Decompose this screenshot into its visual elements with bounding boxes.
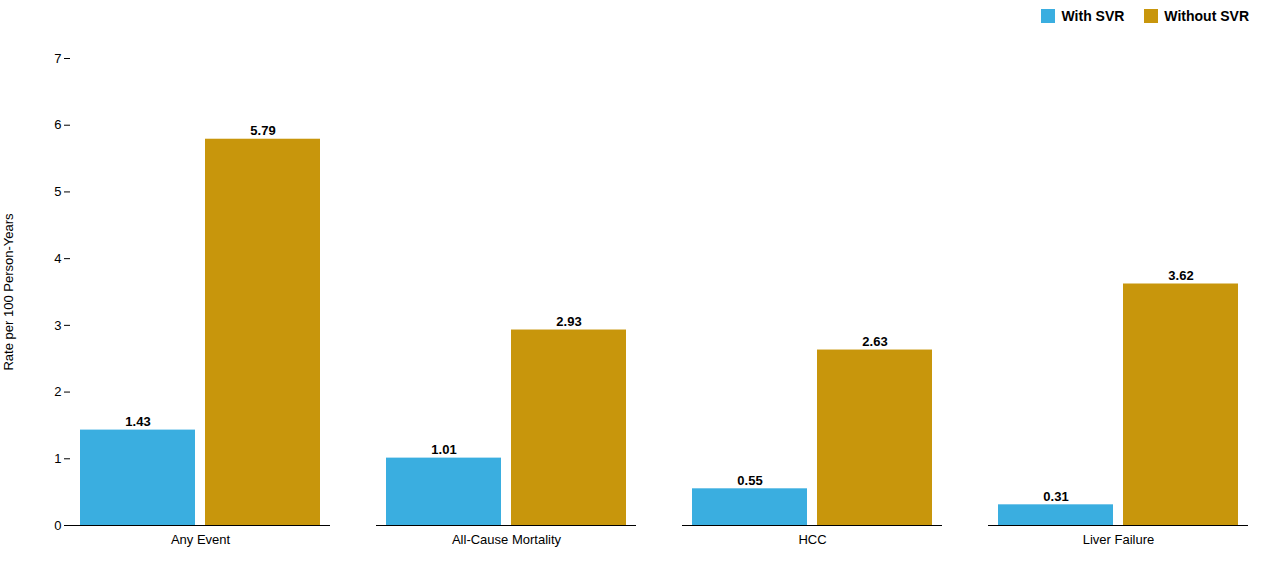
svg-text:Any Event: Any Event (171, 532, 231, 547)
svg-text:1.43: 1.43 (125, 414, 150, 429)
svg-text:2: 2 (54, 384, 61, 399)
svg-text:1.01: 1.01 (431, 442, 456, 457)
svg-text:2.93: 2.93 (556, 314, 581, 329)
svg-text:0.31: 0.31 (1043, 489, 1068, 504)
html-text:Without SVR: Without SVR (1164, 8, 1249, 24)
svg-text:2.63: 2.63 (862, 334, 887, 349)
svg-text:Rate per 100 Person-Years: Rate per 100 Person-Years (1, 213, 16, 371)
svg-text:1: 1 (54, 451, 61, 466)
svg-text:0.55: 0.55 (737, 473, 762, 488)
svg-text:All-Cause Mortality: All-Cause Mortality (452, 532, 562, 547)
svg-text:0: 0 (54, 518, 61, 533)
svg-text:5.79: 5.79 (250, 123, 275, 138)
svg-text:HCC: HCC (798, 532, 826, 547)
svg-text:3.62: 3.62 (1168, 268, 1193, 283)
svg-text:7: 7 (54, 51, 61, 66)
svg-text:Liver Failure: Liver Failure (1083, 532, 1155, 547)
html-text:With SVR: With SVR (1061, 8, 1125, 24)
svg-text:5: 5 (54, 184, 61, 199)
svg-text:3: 3 (54, 318, 61, 333)
svg-text:4: 4 (54, 251, 61, 266)
svg-text:6: 6 (54, 117, 61, 132)
